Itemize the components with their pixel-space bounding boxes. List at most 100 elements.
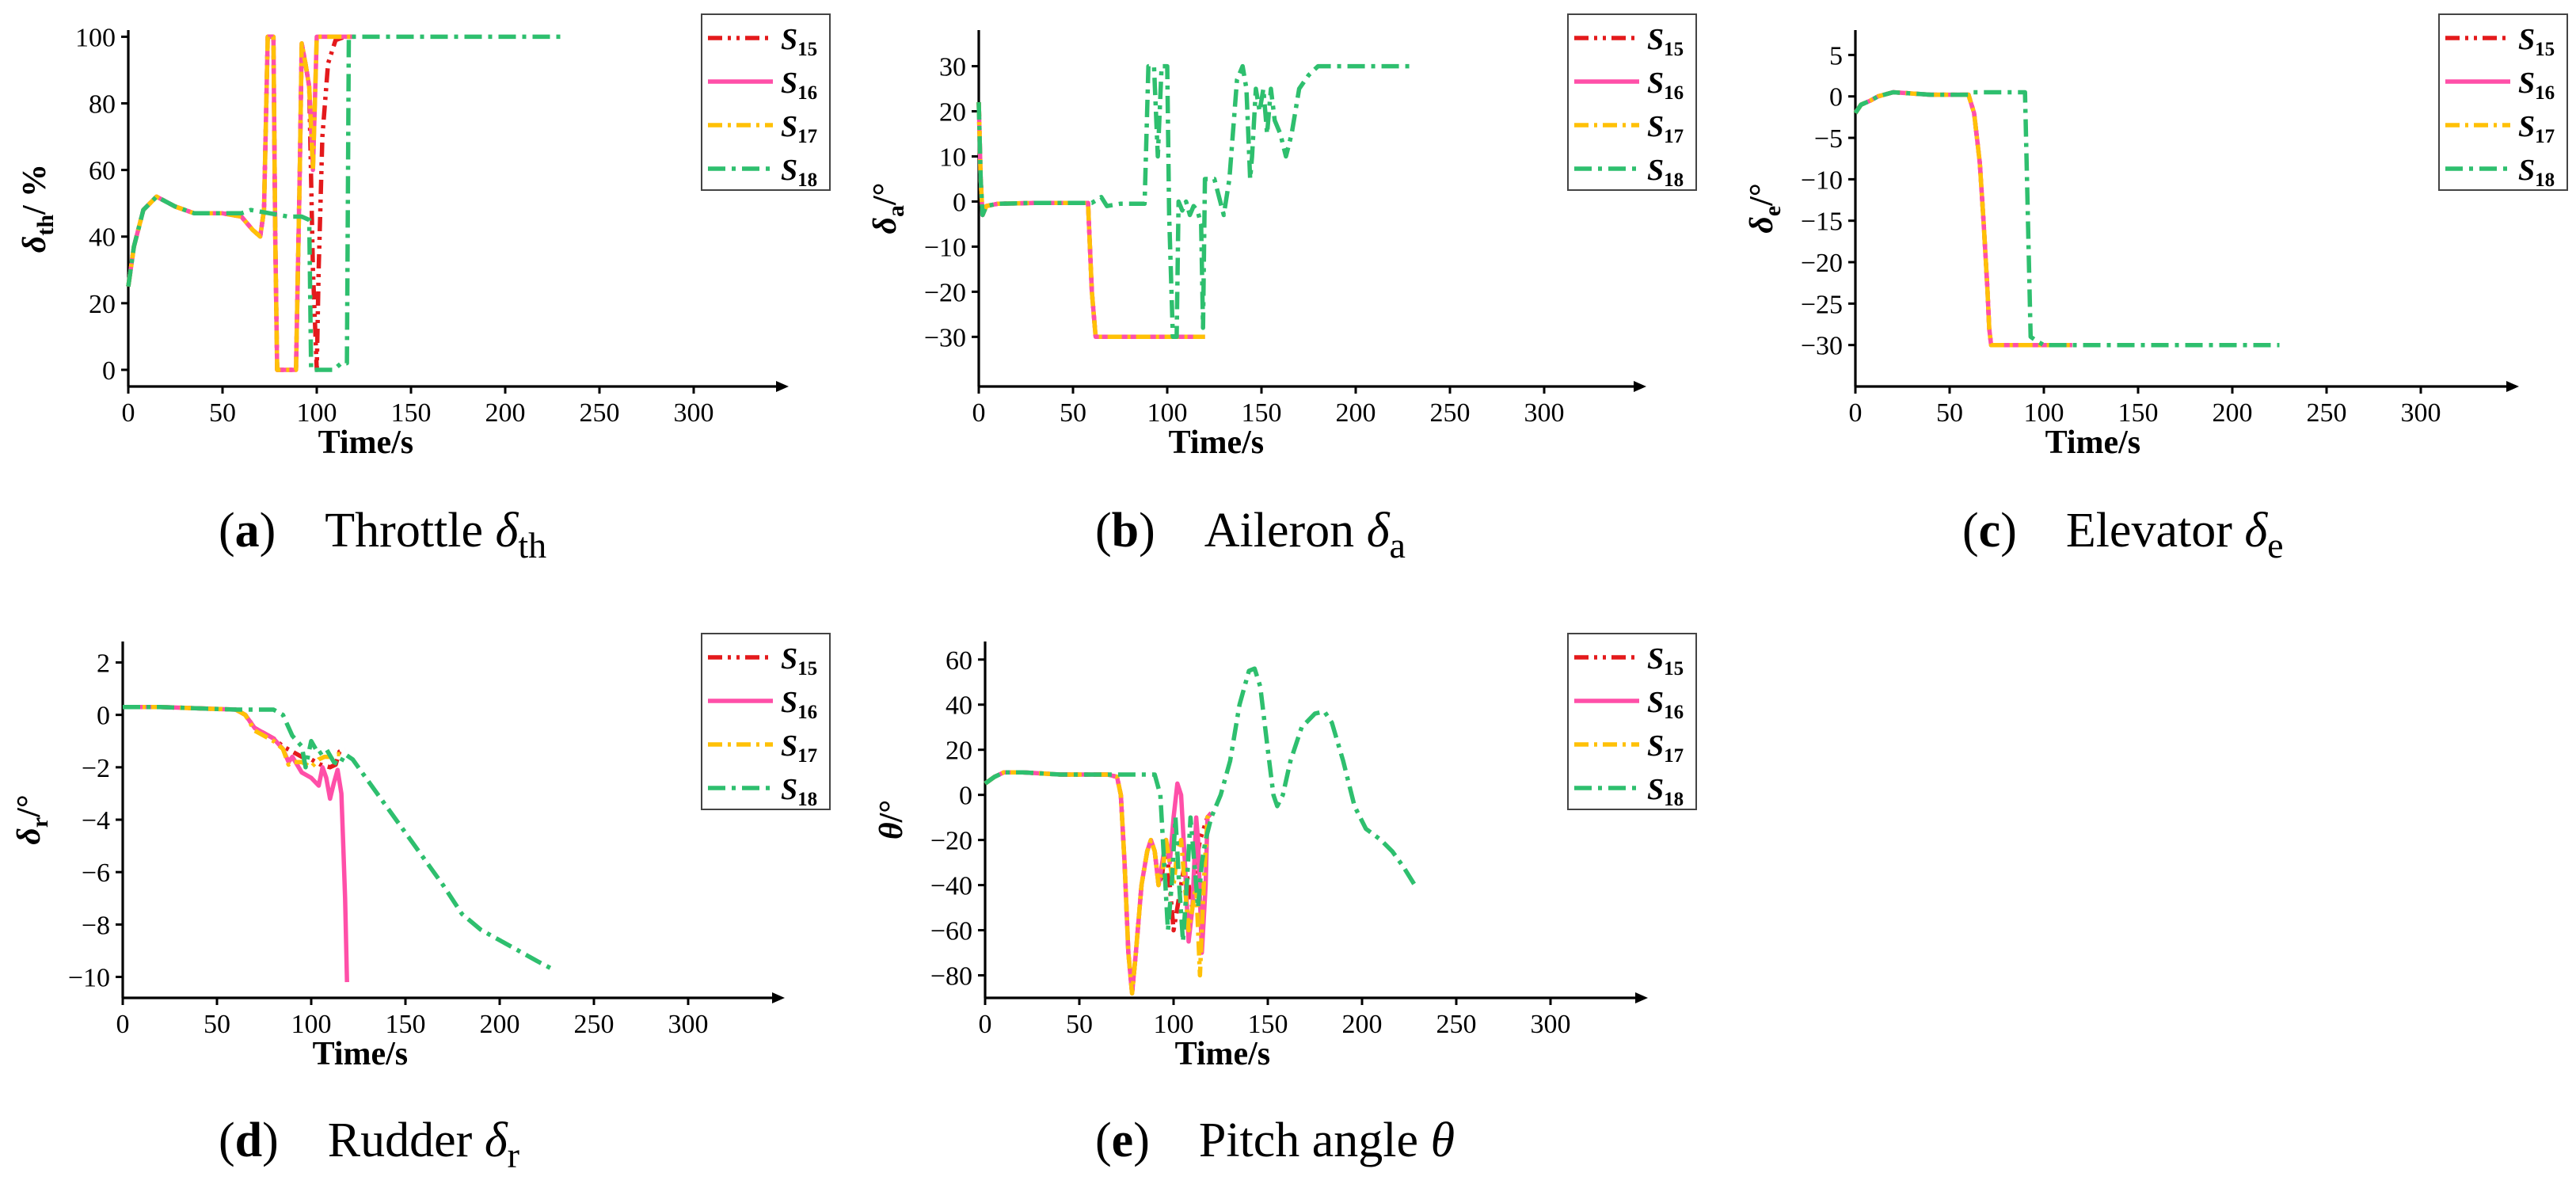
y-tick-label: 80 xyxy=(89,90,116,120)
panel-caption: (c) Elevator δe xyxy=(1962,504,2284,565)
legend: S15 S16 S17 S18 xyxy=(2438,13,2568,191)
y-tick-label: −40 xyxy=(930,872,972,901)
x-axis-arrow xyxy=(2506,381,2519,392)
x-tick-label: 150 xyxy=(386,1010,426,1039)
x-tick-label: 0 xyxy=(122,398,135,428)
x-tick-label: 150 xyxy=(1242,398,1282,428)
y-tick-label: −15 xyxy=(1801,207,1843,237)
x-tick-label: 50 xyxy=(209,398,236,428)
chart-panel-b: 0 50 100 150 200 250 300 −30 −20 −10 0 10 20 30 Time/s… xyxy=(867,13,1697,565)
legend-label: S15 xyxy=(781,642,817,680)
x-tick-label: 50 xyxy=(1936,398,1963,428)
y-tick-label: −4 xyxy=(82,806,110,836)
series-line-s18 xyxy=(126,34,562,372)
y-tick-label: 0 xyxy=(953,188,966,217)
legend-label: S16 xyxy=(2518,67,2555,104)
x-tick-label: 100 xyxy=(297,398,337,428)
legend: S15 S16 S17 S18 xyxy=(701,633,831,810)
y-tick-label: −8 xyxy=(82,911,110,940)
x-tick-label: 100 xyxy=(1147,398,1188,428)
x-tick-label: 250 xyxy=(2307,398,2347,428)
legend-frame xyxy=(701,13,831,191)
series-line-s18 xyxy=(123,704,554,972)
x-tick-label: 0 xyxy=(1849,398,1863,428)
y-tick-label: −30 xyxy=(924,323,966,352)
series-line-s16 xyxy=(984,770,1213,996)
y-tick-label: −80 xyxy=(930,962,972,992)
series-line-s15 xyxy=(984,770,1213,996)
series-line-s18 xyxy=(984,666,1419,944)
x-axis-arrow xyxy=(772,992,785,1003)
legend-label: S16 xyxy=(781,67,817,104)
x-axis-title: Time/s xyxy=(1169,424,1265,461)
y-tick-label: 0 xyxy=(1829,83,1843,112)
x-tick-label: 150 xyxy=(2118,398,2159,428)
x-tick-label: 250 xyxy=(1430,398,1471,428)
panel-caption: (a) Throttle δth xyxy=(219,504,546,565)
y-tick-label: 60 xyxy=(89,157,116,186)
series-line-s18 xyxy=(976,63,1413,340)
y-tick-label: −20 xyxy=(924,278,966,307)
y-tick-label: 100 xyxy=(75,23,116,52)
x-tick-label: 200 xyxy=(480,1010,520,1039)
y-tick-label: 20 xyxy=(946,737,972,766)
legend-frame xyxy=(1567,13,1697,191)
x-axis-title: Time/s xyxy=(1175,1036,1271,1072)
legend-label: S17 xyxy=(1647,110,1684,147)
y-tick-label: −10 xyxy=(1801,166,1843,195)
chart-panel-a: 0 50 100 150 200 250 300020406080100Time/sδth/… xyxy=(17,13,831,565)
legend-label: S18 xyxy=(781,773,817,810)
x-tick-label: 200 xyxy=(1336,398,1376,428)
x-tick-label: 200 xyxy=(1342,1010,1383,1039)
x-tick-label: 100 xyxy=(2024,398,2064,428)
y-tick-label: −5 xyxy=(1814,124,1843,154)
y-tick-label: 20 xyxy=(939,98,966,128)
x-tick-label: 250 xyxy=(580,398,620,428)
x-tick-label: 100 xyxy=(291,1010,332,1039)
x-axis-arrow xyxy=(776,381,789,392)
y-tick-label: −30 xyxy=(1801,332,1843,361)
legend-label: S15 xyxy=(1647,23,1684,60)
y-tick-label: −6 xyxy=(82,858,110,888)
panel-caption: (b) Aileron δa xyxy=(1095,504,1406,565)
x-tick-label: 150 xyxy=(391,398,432,428)
y-axis-title: δa/° xyxy=(867,183,909,234)
y-tick-label: 20 xyxy=(89,290,116,319)
x-tick-label: 0 xyxy=(116,1010,130,1039)
legend-label: S17 xyxy=(781,729,817,767)
x-tick-label: 150 xyxy=(1248,1010,1288,1039)
y-tick-label: 40 xyxy=(89,223,116,253)
legend-label: S17 xyxy=(781,110,817,147)
chart-panel-c: 0 50 100 150 200 250 300 −30 −25 −20 −15 −10 −5 0 5 Tim… xyxy=(1744,13,2568,565)
y-tick-label: 0 xyxy=(102,356,116,386)
x-tick-label: 300 xyxy=(674,398,714,428)
series-line-s17 xyxy=(123,704,342,770)
x-tick-label: 300 xyxy=(668,1010,709,1039)
y-tick-label: 0 xyxy=(959,782,972,811)
x-axis-title: Time/s xyxy=(2045,424,2141,461)
y-axis-title: δth/ % xyxy=(17,164,59,253)
series-line-s16 xyxy=(1853,89,2072,348)
x-tick-label: 250 xyxy=(574,1010,615,1039)
legend-label: S16 xyxy=(781,686,817,723)
y-axis-title: δe/° xyxy=(1744,183,1786,233)
y-tick-label: −2 xyxy=(82,754,110,783)
series-line-s15 xyxy=(1853,89,2072,348)
panel-caption: (e) Pitch angle θ xyxy=(1095,1114,1455,1167)
x-axis-arrow xyxy=(1634,381,1646,392)
x-tick-label: 50 xyxy=(1066,1010,1093,1039)
y-tick-label: −10 xyxy=(68,964,110,993)
x-tick-label: 100 xyxy=(1154,1010,1194,1039)
legend-frame xyxy=(1567,633,1697,810)
series-line-s15 xyxy=(123,704,346,770)
x-tick-label: 250 xyxy=(1436,1010,1477,1039)
chart-panel-e: 0 50 100 150 200 250 300 −80 −60 −40 −20 0 20 40 60 Tim… xyxy=(873,633,1697,1167)
legend-label: S18 xyxy=(1647,773,1684,810)
y-tick-label: −20 xyxy=(1801,249,1843,278)
legend: S15 S16 S17 S18 xyxy=(701,13,831,191)
series-line-s15 xyxy=(126,34,355,372)
series-line-s16 xyxy=(126,34,355,372)
legend-label: S17 xyxy=(1647,729,1684,767)
legend-label: S16 xyxy=(1647,686,1684,723)
y-tick-label: 10 xyxy=(939,143,966,172)
